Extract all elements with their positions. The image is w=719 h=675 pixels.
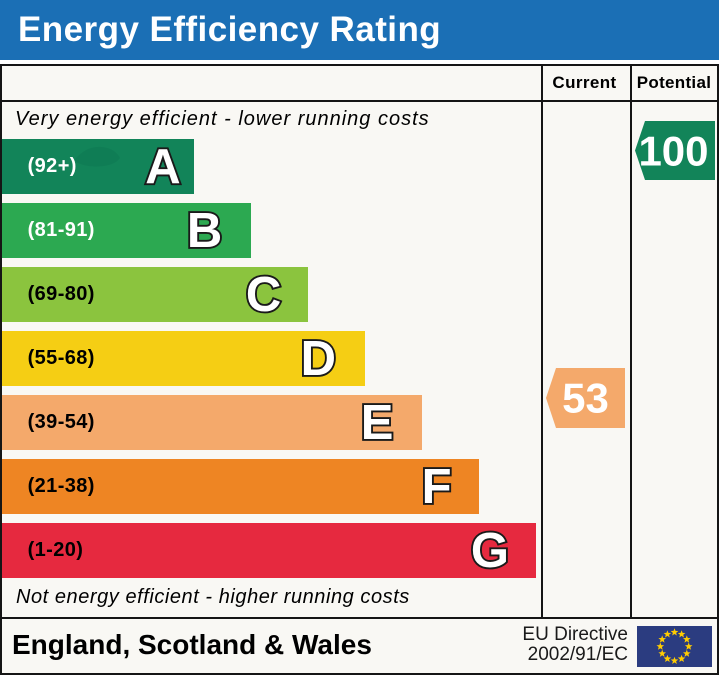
svg-text:F: F — [422, 460, 452, 514]
svg-text:D: D — [301, 332, 336, 386]
svg-text:E: E — [361, 396, 394, 450]
svg-text:B: B — [187, 204, 222, 258]
svg-text:100: 100 — [638, 127, 708, 174]
svg-text:G: G — [471, 524, 509, 578]
svg-text:C: C — [246, 268, 281, 322]
svg-text:A: A — [145, 140, 180, 194]
svg-text:53: 53 — [562, 375, 609, 422]
